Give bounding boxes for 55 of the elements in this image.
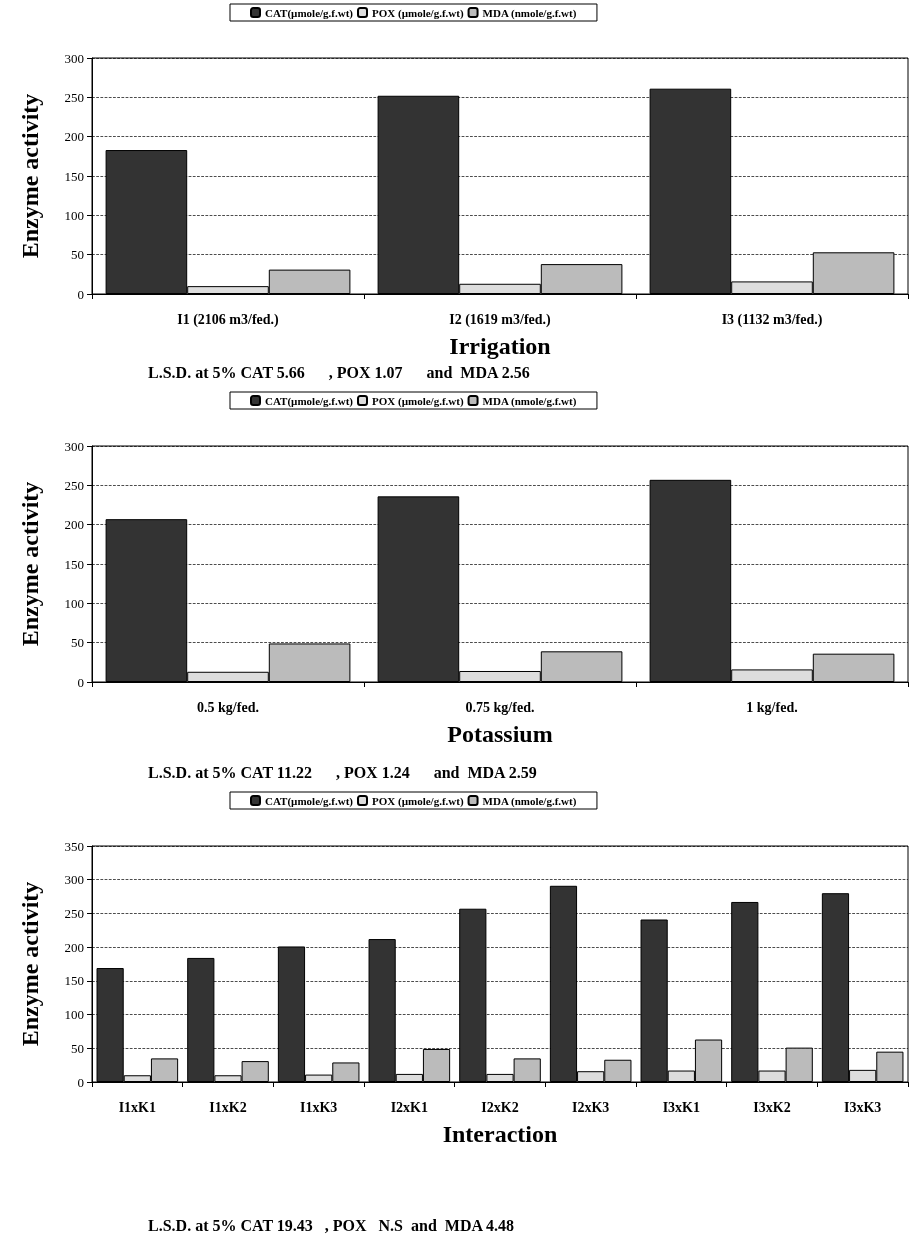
legend-label: POX (µmole/g.f.wt): [372, 794, 464, 808]
y-tick-label: 0: [77, 1074, 84, 1090]
text: L.S.D. at 5% CAT 5.66 , POX 1.07 and MDA 2.56: [148, 363, 530, 381]
y-tick-label: 350: [64, 838, 84, 854]
y-tick-label: 250: [64, 905, 84, 921]
x-tick-label: I3 (1132 m3/fed.): [721, 311, 823, 328]
legend-label: CAT(µmole/g.f.wt): [265, 6, 354, 20]
x-axis-title: Irrigation: [449, 333, 551, 359]
y-tick-label: 50: [71, 1040, 84, 1056]
y-tick-label: 300: [64, 438, 84, 454]
y-tick-label: 100: [64, 595, 84, 611]
y-axis-title: Enzyme activity: [17, 93, 43, 259]
y-axis-title: Enzyme activity: [17, 481, 43, 647]
x-tick-label: I1xK1: [118, 1099, 157, 1115]
legend-label: MDA (nmole/g.f.wt): [482, 6, 577, 20]
legend-label: POX (µmole/g.f.wt): [372, 6, 464, 20]
y-tick-label: 200: [64, 129, 84, 145]
y-axis-title: Enzyme activity: [17, 881, 43, 1047]
y-tick-label: 50: [71, 247, 84, 263]
x-tick-label: 1 kg/fed.: [746, 699, 798, 715]
y-tick-label: 150: [64, 556, 84, 572]
x-axis-title: Interaction: [442, 1121, 558, 1147]
y-tick-label: 100: [64, 207, 84, 223]
y-tick-label: 100: [64, 1007, 84, 1023]
y-tick-label: 250: [64, 477, 84, 493]
x-tick-label: I3xK2: [753, 1099, 791, 1115]
x-axis-title: Potassium: [447, 721, 553, 747]
y-tick-label: 300: [64, 50, 84, 66]
y-tick-label: 300: [64, 872, 84, 888]
y-tick-label: 250: [64, 89, 84, 105]
text: L.S.D. at 5% CAT 19.43 , POX N.S and MDA 4.48: [148, 1216, 515, 1234]
x-tick-label: I2xK3: [571, 1099, 610, 1115]
x-tick-label: I1 (2106 m3/fed.): [177, 311, 280, 328]
x-tick-label: 0.5 kg/fed.: [197, 699, 259, 715]
y-tick-label: 0: [77, 286, 84, 302]
y-tick-label: 150: [64, 168, 84, 184]
x-tick-label: 0.75 kg/fed.: [465, 699, 535, 715]
x-tick-label: I2xK2: [481, 1099, 519, 1115]
x-tick-label: I3xK3: [843, 1099, 882, 1115]
legend-label: POX (µmole/g.f.wt): [372, 394, 464, 408]
x-tick-label: I2 (1619 m3/fed.): [449, 311, 552, 328]
legend-label: CAT(µmole/g.f.wt): [265, 394, 354, 408]
legend-label: CAT(µmole/g.f.wt): [265, 794, 354, 808]
y-tick-label: 0: [77, 674, 84, 690]
x-tick-label: I1xK2: [209, 1099, 247, 1115]
y-tick-label: 150: [64, 973, 84, 989]
x-tick-label: I2xK1: [390, 1099, 429, 1115]
x-tick-label: I1xK3: [299, 1099, 338, 1115]
y-tick-label: 200: [64, 517, 84, 533]
legend-label: MDA (nmole/g.f.wt): [482, 394, 577, 408]
x-tick-label: I3xK1: [662, 1099, 701, 1115]
text: L.S.D. at 5% CAT 11.22 , POX 1.24 and MDA 2.59: [148, 763, 537, 781]
y-tick-label: 50: [71, 635, 84, 651]
y-tick-label: 200: [64, 939, 84, 955]
legend-label: MDA (nmole/g.f.wt): [482, 794, 577, 808]
